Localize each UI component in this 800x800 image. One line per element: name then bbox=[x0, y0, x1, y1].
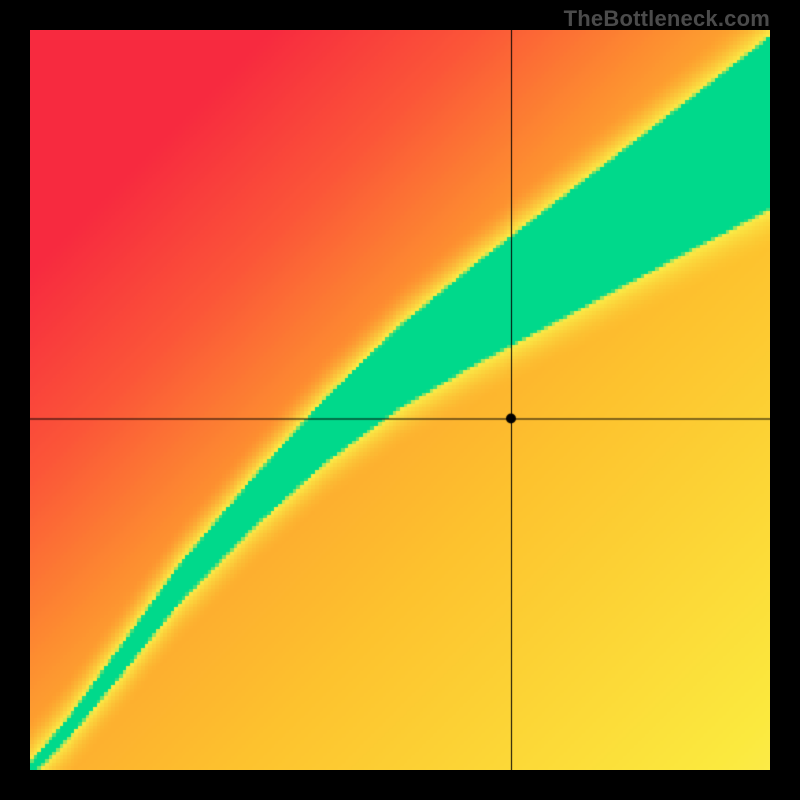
bottleneck-heatmap bbox=[30, 30, 770, 770]
watermark-text: TheBottleneck.com bbox=[564, 6, 770, 32]
chart-frame: TheBottleneck.com bbox=[0, 0, 800, 800]
